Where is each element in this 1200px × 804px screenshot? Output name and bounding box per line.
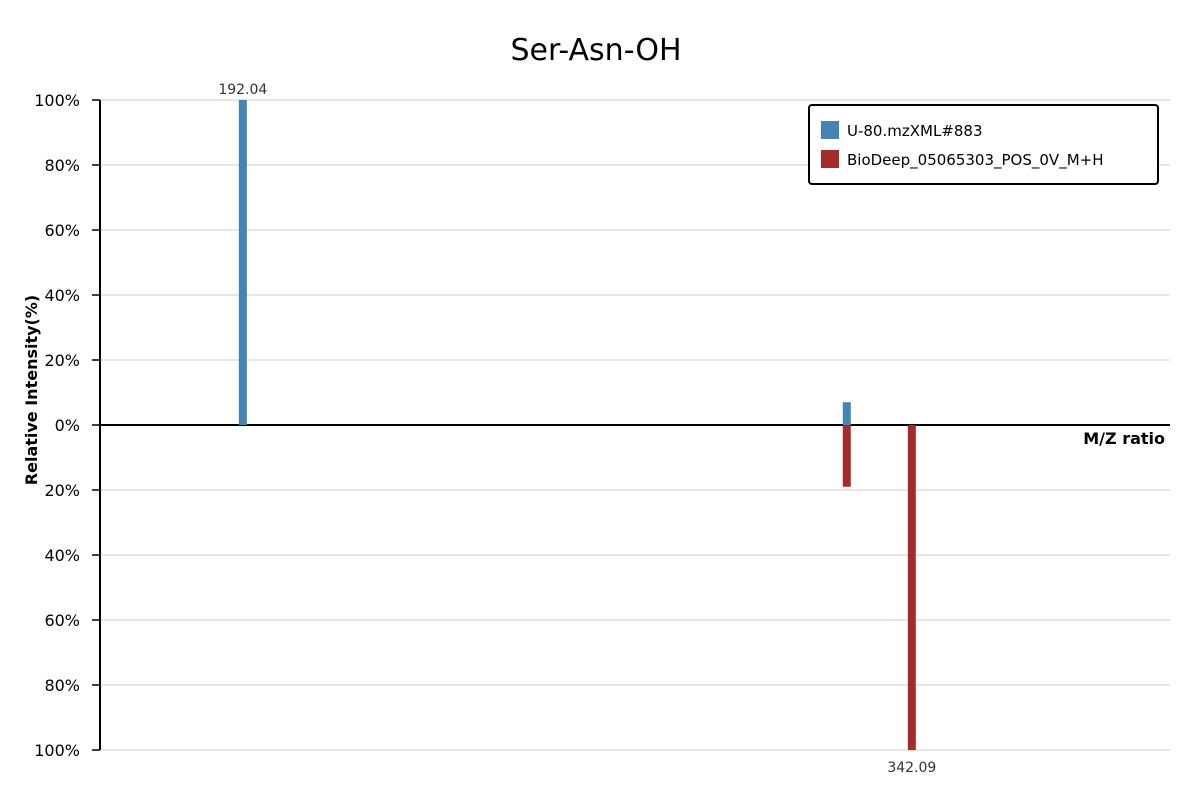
peak-mz-label: 342.09 [887, 760, 936, 776]
y-tick-label: 60% [44, 611, 80, 630]
y-tick-label: 60% [44, 221, 80, 240]
y-axis-label: Relative Intensity(%) [22, 295, 41, 485]
y-tick-label: 0% [55, 416, 80, 435]
legend-swatch-reference [821, 150, 839, 168]
chart-title: Ser-Asn-OH [510, 33, 681, 68]
peak-bars [238, 100, 916, 750]
x-axis-label: M/Z ratio [1083, 429, 1165, 448]
axes: 100% 80% 60% 40% 20% 0% 20% 40% 60% 80% 100% [34, 91, 1170, 760]
y-tick-label: 20% [44, 351, 80, 370]
y-tick-label: 40% [44, 286, 80, 305]
legend: U-80.mzXML#883 BioDeep_05065303_POS_0V_M… [808, 104, 1159, 185]
grid-lines [100, 99, 1170, 751]
legend-box [808, 104, 1159, 185]
legend-swatch-query [821, 121, 839, 139]
y-tick-label: 40% [44, 546, 80, 565]
y-tick-label: 80% [44, 156, 80, 175]
peak-bar-series-0 [238, 100, 247, 425]
y-tick-label: 100% [34, 741, 80, 760]
peak-labels: 192.04 342.09 [218, 82, 936, 776]
legend-label-reference: BioDeep_05065303_POS_0V_M+H [847, 151, 1103, 170]
peak-bar-series-0 [842, 402, 851, 425]
peak-mz-label: 192.04 [218, 82, 267, 98]
peak-bar-series-1 [907, 425, 916, 750]
y-tick-label: 80% [44, 676, 80, 695]
legend-label-query: U-80.mzXML#883 [847, 122, 983, 140]
y-tick-label: 100% [34, 91, 80, 110]
peak-bar-series-1 [842, 425, 851, 487]
y-tick-label: 20% [44, 481, 80, 500]
